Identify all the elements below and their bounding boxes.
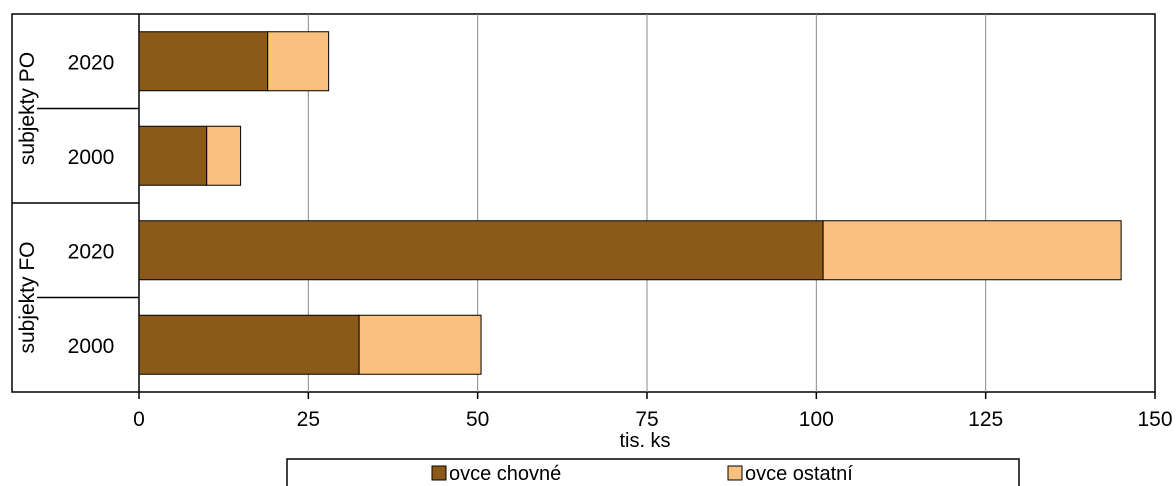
x-tick-label-100: 100 xyxy=(799,408,834,431)
legend: ovce chovné ovce ostatní xyxy=(286,458,1020,486)
group-label: subjekty FO xyxy=(16,241,39,353)
bar-ovce-chovne xyxy=(138,314,360,375)
legend-label-ovce-ostatni: ovce ostatní xyxy=(745,463,853,485)
bar-ovce-ostatni xyxy=(822,220,1122,281)
category-label: 2020 xyxy=(68,51,115,74)
x-tick-label-25: 25 xyxy=(297,408,320,431)
bar-ovce-ostatni xyxy=(267,31,330,92)
plot-area: 0 25 50 75 100 125 150 subjekty PO subjekty FO 20… xyxy=(11,13,1173,431)
category-label: 2000 xyxy=(68,335,115,358)
x-tick-label-125: 125 xyxy=(968,408,1003,431)
x-axis-title: tis. ks xyxy=(619,430,670,452)
bar-ovce-ostatni xyxy=(206,125,242,186)
bar-ovce-chovne xyxy=(138,31,269,92)
x-tick-label-0: 0 xyxy=(133,408,145,431)
x-tick-label-75: 75 xyxy=(635,408,658,431)
bar-ovce-chovne xyxy=(138,125,208,186)
legend-swatch-ovce-ostatni xyxy=(727,465,743,481)
category-label: 2000 xyxy=(68,146,115,169)
x-tick-label-50: 50 xyxy=(466,408,489,431)
category-label: 2020 xyxy=(68,240,115,263)
legend-label-ovce-chovne: ovce chovné xyxy=(449,463,561,485)
legend-swatch-ovce-chovne xyxy=(431,465,447,481)
x-tick-label-150: 150 xyxy=(1137,408,1172,431)
legend-frame xyxy=(286,458,1020,486)
bar-ovce-chovne xyxy=(138,220,824,281)
group-label: subjekty PO xyxy=(16,52,39,165)
bar-ovce-ostatni xyxy=(358,314,482,375)
